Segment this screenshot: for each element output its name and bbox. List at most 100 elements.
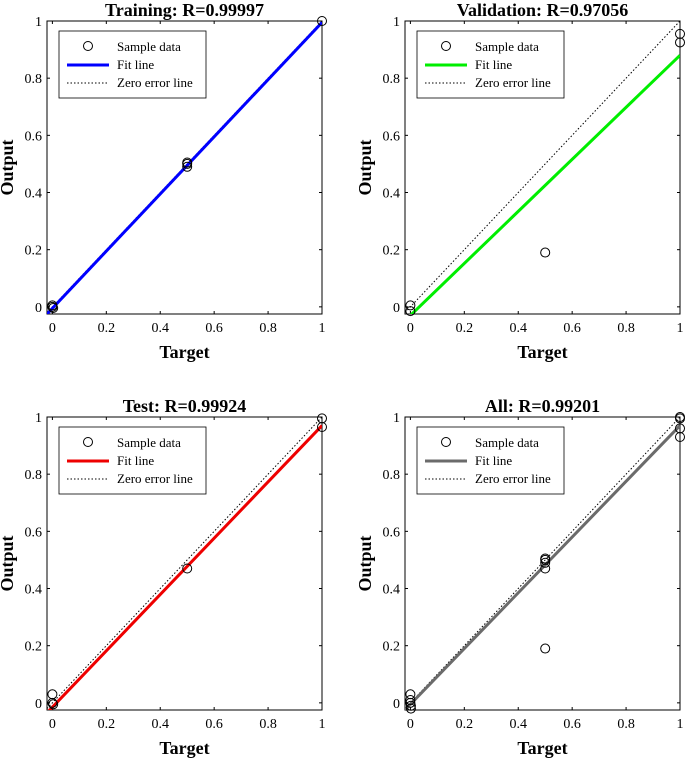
y-tick-label: 1: [35, 411, 42, 426]
y-tick-label: 0.4: [25, 583, 43, 598]
y-tick-label: 0.6: [383, 129, 401, 144]
legend-label: Sample data: [117, 435, 181, 450]
x-tick-label: 0.4: [509, 321, 527, 336]
legend-marker-icon: [83, 437, 93, 447]
zero-error-line: [47, 417, 322, 709]
y-tick-label: 0.6: [383, 525, 401, 540]
legend-label: Fit line: [117, 453, 154, 468]
y-tick-label: 0.8: [25, 468, 43, 483]
sample-point: [540, 553, 551, 564]
legend-label: Zero error line: [117, 75, 193, 90]
y-tick-label: 1: [393, 411, 400, 426]
fit-line: [405, 424, 680, 710]
legend-label: Zero error line: [117, 471, 193, 486]
fit-line: [409, 54, 680, 314]
x-tick-label: 0.4: [151, 717, 169, 732]
zero-error-line: [405, 417, 680, 709]
y-tick-label: 1: [35, 15, 42, 30]
legend: Sample data Fit line Zero error line: [58, 426, 207, 495]
sample-point: [182, 157, 193, 168]
chart-panel-4: All: R=0.99201 0 0.2 0.4 0.6 0.8 1 0 0.2 0.4 0.6 0.…: [355, 396, 685, 758]
sample-point: [405, 700, 416, 711]
x-axis-label: Target: [517, 342, 567, 362]
sample-point: [182, 161, 193, 172]
x-tick-label: 0.2: [98, 717, 116, 732]
chart-panel-3: Test: R=0.99924 0 0.2 0.4 0.6 0.8 1 0 0.2 0.4 0.6 0…: [0, 396, 327, 758]
fit-line: [47, 424, 322, 710]
x-tick-label: 0.6: [563, 321, 581, 336]
x-tick-label: 0.4: [509, 717, 527, 732]
y-axis-label: Output: [355, 535, 375, 591]
sample-point: [47, 697, 58, 708]
x-tick-label: 0: [407, 717, 414, 732]
y-tick-label: 0.8: [25, 72, 43, 87]
x-axis-label: Target: [159, 738, 209, 758]
x-tick-label: 0.8: [617, 321, 635, 336]
y-tick-label: 0.2: [25, 640, 43, 655]
axes-box: [46, 20, 323, 315]
y-tick-label: 0.2: [383, 244, 401, 259]
axes-box: [404, 416, 681, 711]
chart-title: Test: R=0.99924: [123, 396, 247, 416]
x-tick-label: 0.6: [205, 717, 223, 732]
legend-label: Fit line: [475, 57, 512, 72]
sample-point: [317, 422, 327, 433]
legend: Sample data Fit line Zero error line: [416, 426, 565, 495]
y-tick-label: 0: [35, 301, 42, 316]
y-tick-label: 0.4: [383, 583, 401, 598]
x-tick-label: 0.4: [151, 321, 169, 336]
legend-marker-icon: [83, 41, 93, 51]
y-axis-label: Output: [0, 139, 17, 195]
y-tick-label: 0.2: [25, 244, 43, 259]
x-tick-label: 0: [49, 717, 56, 732]
x-tick-label: 0.2: [98, 321, 116, 336]
fit-line: [47, 21, 322, 314]
x-tick-label: 1: [319, 717, 326, 732]
plot-content: [405, 417, 680, 710]
x-tick-label: 0: [49, 321, 56, 336]
sample-point: [48, 302, 59, 313]
legend-label: Sample data: [117, 39, 181, 54]
sample-point: [405, 300, 416, 311]
sample-point: [540, 247, 551, 258]
plot-content: [47, 21, 322, 314]
plot-content: [47, 417, 322, 710]
x-tick-label: 1: [677, 321, 684, 336]
chart-title: Validation: R=0.97056: [457, 0, 629, 20]
legend: Sample data Fit line Zero error line: [416, 30, 565, 99]
legend-label: Zero error line: [475, 471, 551, 486]
legend-label: Sample data: [475, 435, 539, 450]
y-tick-label: 1: [393, 15, 400, 30]
legend-label: Zero error line: [475, 75, 551, 90]
x-tick-label: 1: [319, 321, 326, 336]
y-tick-label: 0.8: [383, 72, 401, 87]
x-tick-label: 0.6: [563, 717, 581, 732]
plot-content: [405, 21, 680, 314]
y-tick-label: 0: [35, 697, 42, 712]
y-tick-label: 0.6: [25, 525, 43, 540]
legend-label: Sample data: [475, 39, 539, 54]
y-tick-label: 0.6: [25, 129, 43, 144]
y-tick-label: 0.8: [383, 468, 401, 483]
y-tick-label: 0: [393, 301, 400, 316]
chart-title: All: R=0.99201: [485, 396, 600, 416]
axes-box: [404, 20, 681, 315]
x-tick-label: 0.8: [617, 717, 635, 732]
legend: Sample data Fit line Zero error line: [58, 30, 207, 99]
x-tick-label: 0.8: [259, 717, 277, 732]
x-tick-label: 0: [407, 321, 414, 336]
x-axis-label: Target: [517, 738, 567, 758]
x-tick-label: 1: [677, 717, 684, 732]
y-tick-label: 0.4: [383, 187, 401, 202]
legend-marker-icon: [441, 41, 451, 51]
chart-title: Training: R=0.99997: [105, 0, 264, 20]
chart-panel-1: Training: R=0.99997 0 0.2 0.4 0.6 0.8 1 0 0.2 0.4…: [0, 0, 327, 362]
legend-label: Fit line: [475, 453, 512, 468]
sample-point: [317, 16, 327, 26]
y-tick-label: 0: [393, 697, 400, 712]
y-tick-label: 0.2: [383, 640, 401, 655]
sample-point: [182, 563, 193, 574]
y-axis-label: Output: [0, 535, 17, 591]
y-tick-label: 0.4: [25, 187, 43, 202]
